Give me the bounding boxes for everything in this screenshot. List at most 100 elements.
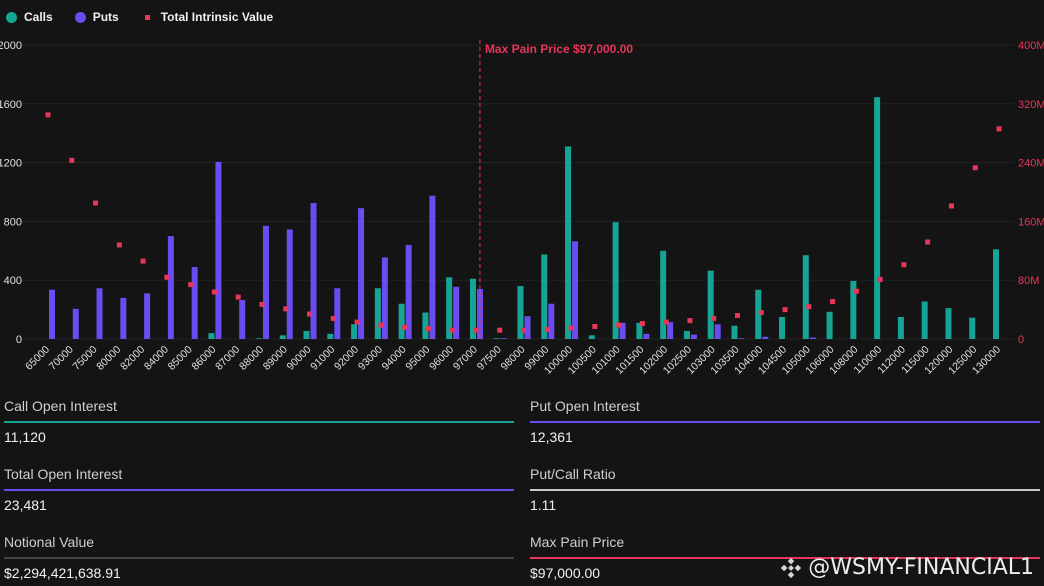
put-bar: [714, 324, 721, 339]
watermark: @WSMY-FINANCIAL1: [780, 555, 1034, 580]
call-bar: [874, 97, 881, 339]
call-bar: [707, 270, 714, 339]
stat-call-open-interest: Call Open Interest 11,120: [4, 398, 514, 445]
intrinsic-value-point: [521, 327, 526, 333]
put-bar: [215, 161, 222, 339]
put-bar: [262, 225, 269, 339]
call-bar: [826, 311, 833, 339]
legend-calls[interactable]: Calls: [6, 10, 53, 24]
call-bar: [398, 303, 405, 339]
intrinsic-value-point: [687, 318, 693, 324]
intrinsic-value-point: [877, 276, 883, 282]
stat-underline: [4, 489, 514, 491]
binance-logo-icon: [781, 557, 802, 578]
put-bar: [334, 288, 341, 339]
x-tick-label: 92000: [332, 344, 361, 373]
intrinsic-value-point: [806, 304, 812, 310]
intrinsic-value-point: [592, 324, 598, 330]
intrinsic-value-point: [69, 157, 75, 163]
call-bar: [422, 312, 429, 339]
stat-label: Total Open Interest: [4, 466, 123, 482]
intrinsic-value-point: [830, 299, 836, 305]
call-bar: [683, 330, 690, 339]
put-bar: [738, 338, 745, 339]
intrinsic-value-point: [925, 239, 931, 245]
stat-underline: [530, 557, 1040, 559]
right-tick-label: 240M: [1018, 158, 1044, 170]
right-tick-label: 320M: [1018, 99, 1044, 111]
right-tick-label: 0: [1018, 334, 1024, 346]
call-bar: [636, 322, 643, 339]
put-bar: [690, 334, 697, 339]
call-bar: [303, 330, 310, 339]
right-tick-label: 400M: [1018, 40, 1044, 52]
stat-value: 11,120: [4, 429, 46, 445]
stat-put-call-ratio: Put/Call Ratio 1.11: [530, 466, 1040, 513]
stat-underline: [530, 489, 1040, 491]
left-tick-label: 0: [16, 334, 22, 346]
put-bar: [524, 316, 531, 339]
stat-label: Call Open Interest: [4, 398, 117, 414]
stat-underline: [4, 421, 514, 423]
left-tick-label: 2000: [0, 40, 22, 52]
intrinsic-swatch-icon: [144, 14, 150, 20]
put-bar: [500, 338, 507, 339]
intrinsic-value-point: [782, 307, 788, 313]
x-tick-label: 75000: [71, 344, 100, 373]
put-bar: [239, 300, 246, 339]
call-bar: [351, 324, 358, 339]
intrinsic-value-point: [948, 203, 954, 209]
call-bar: [993, 249, 999, 339]
call-bar: [374, 288, 381, 339]
call-bar: [493, 338, 500, 339]
put-bar: [167, 236, 174, 339]
stat-underline: [530, 421, 1040, 423]
intrinsic-value-point: [259, 301, 265, 307]
call-bar: [945, 308, 952, 339]
left-tick-label: 400: [4, 275, 22, 287]
call-bar: [660, 250, 667, 339]
stat-label: Notional Value: [4, 534, 95, 550]
intrinsic-value-point: [330, 315, 336, 321]
left-tick-label: 1200: [0, 158, 22, 170]
put-bar: [619, 322, 626, 339]
x-tick-label: 88000: [237, 344, 266, 373]
call-bar: [327, 333, 334, 339]
put-bar: [358, 208, 365, 339]
stat-label: Max Pain Price: [530, 534, 625, 550]
legend-intrinsic[interactable]: Total Intrinsic Value: [141, 10, 273, 24]
stat-value: $2,294,421,638.91: [4, 565, 121, 581]
x-tick-label: 98000: [498, 344, 527, 373]
put-bar: [667, 322, 674, 339]
x-tick-label: 89000: [261, 344, 290, 373]
x-tick-label: 97000: [451, 344, 480, 373]
intrinsic-value-point: [758, 310, 764, 316]
put-bar: [762, 336, 769, 339]
left-tick-label: 1600: [0, 99, 22, 111]
call-bar: [517, 286, 524, 339]
intrinsic-value-point: [449, 327, 455, 333]
open-interest-chart: 0 400 800 1200 1600 2000 0 80M 160M 240M 320M 400M 6…: [0, 40, 1044, 377]
put-bar: [548, 303, 555, 339]
put-bar: [572, 241, 579, 339]
calls-swatch-icon: [6, 11, 17, 23]
call-bar: [541, 254, 548, 339]
legend-puts[interactable]: Puts: [74, 10, 119, 24]
intrinsic-value-point: [283, 306, 289, 312]
call-bar: [850, 280, 857, 339]
call-bar: [969, 317, 976, 339]
stat-underline: [4, 557, 514, 559]
call-bar: [208, 333, 215, 339]
put-bar: [49, 289, 55, 339]
stat-total-open-interest: Total Open Interest 23,481: [4, 466, 514, 513]
put-bar: [286, 229, 293, 339]
intrinsic-value-point: [354, 319, 360, 325]
x-tick-label: 96000: [427, 344, 456, 373]
right-tick-label: 160M: [1018, 216, 1044, 228]
call-bar: [279, 335, 286, 339]
x-tick-label: 84000: [142, 344, 171, 373]
x-tick-label: 82000: [118, 344, 147, 373]
call-bar: [255, 338, 262, 339]
put-bar: [809, 337, 816, 339]
intrinsic-value-point: [307, 311, 313, 317]
